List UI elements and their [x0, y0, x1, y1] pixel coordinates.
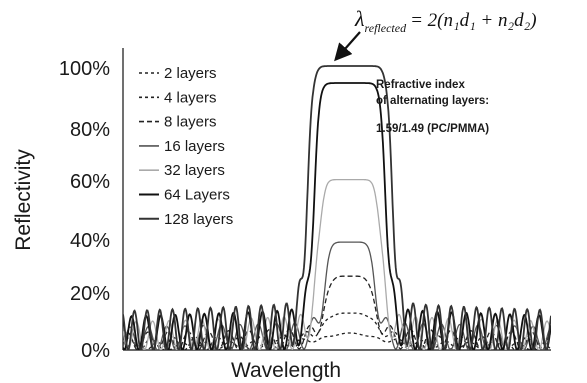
- formula-rhs: = 2(n₁d₁ + n₂d₂): [410, 10, 536, 31]
- legend-label: 32 layers: [164, 162, 225, 179]
- legend: 2 layers 4 layers 8 layers 16 layers 32 laye…: [139, 65, 233, 228]
- y-axis-label: Reflectivity: [12, 149, 35, 251]
- y-tick-label: 100%: [59, 58, 110, 80]
- annotation-note-line2: of alternating layers:: [376, 95, 489, 107]
- legend-label: 16 layers: [164, 138, 225, 155]
- y-tick-label: 60%: [70, 171, 110, 193]
- annotation-note-line3: 1.59/1.49 (PC/PMMA): [376, 123, 489, 135]
- legend-label: 64 Layers: [164, 187, 230, 204]
- formula-annotation: λreflected = 2(n₁d₁ + n₂d₂): [354, 6, 537, 35]
- legend-label: 4 layers: [164, 89, 217, 106]
- series-line-128-layers: [123, 65, 551, 350]
- series-line-2-layers: [123, 332, 551, 350]
- y-tick-label: 40%: [70, 230, 110, 252]
- series-line-4-layers: [123, 312, 551, 350]
- y-tick-label: 80%: [70, 119, 110, 141]
- series-group: [123, 65, 551, 350]
- annotation-note-line1: Refractive index: [376, 79, 465, 91]
- formula-subscript: reflected: [365, 21, 408, 35]
- y-tick-label: 20%: [70, 283, 110, 305]
- legend-label: 128 layers: [164, 211, 233, 228]
- legend-label: 8 layers: [164, 114, 217, 131]
- series-line-16-layers: [123, 241, 551, 350]
- formula-arrow: [334, 31, 361, 62]
- formula-lambda: λ: [354, 6, 365, 31]
- x-axis-label: Wavelength: [231, 359, 341, 382]
- y-tick-label: 0%: [81, 340, 110, 362]
- legend-label: 2 layers: [164, 65, 217, 82]
